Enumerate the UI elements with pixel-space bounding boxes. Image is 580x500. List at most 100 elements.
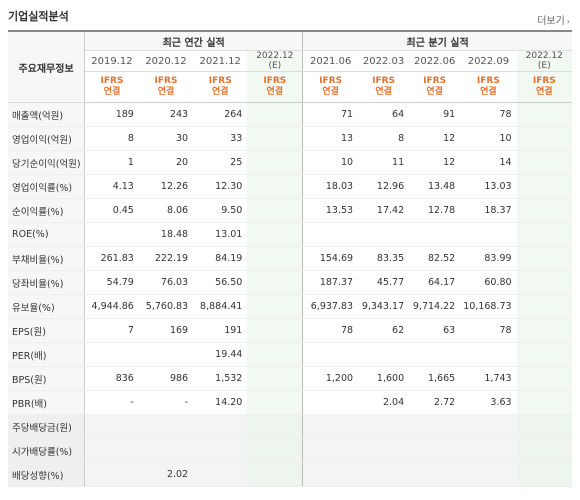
- table-cell: 9.50: [193, 198, 248, 223]
- period-header: 2022.06: [409, 50, 461, 72]
- table-cell: [460, 342, 517, 367]
- period-header: 2022.12 (E): [247, 50, 303, 72]
- table-cell: [516, 462, 572, 487]
- table-cell: 20: [138, 150, 194, 175]
- ifrs-basis: IFRS 연결: [516, 71, 572, 103]
- table-cell: 10: [460, 126, 517, 151]
- period-header: 2021.06: [302, 50, 359, 72]
- table-cell: 7: [84, 318, 139, 343]
- chevron-right-icon: ›: [566, 17, 570, 26]
- ifrs-label: IFRS: [423, 76, 447, 86]
- row-label: 영업이익률(%): [8, 174, 86, 199]
- table-row: 영업이익(억원) 8 30 33 13 8 12 10: [8, 126, 572, 151]
- table-row: PBR(배) - -14.20 2.04 2.72 3.63: [8, 390, 572, 415]
- table-cell: 78: [302, 318, 359, 343]
- ifrs-basis: IFRS 연결: [247, 71, 303, 103]
- table-cell: [247, 102, 303, 127]
- table-cell: 18.03: [302, 174, 359, 199]
- ifrs-basis: IFRS 연결: [84, 71, 139, 103]
- table-cell: [516, 246, 572, 271]
- period-label: 2022.06: [413, 55, 456, 67]
- basis-label: 연결: [426, 87, 443, 97]
- table-cell: 13.01: [193, 222, 248, 247]
- table-cell: [247, 366, 303, 391]
- section-title: 기업실적분석: [8, 10, 69, 23]
- table-row: BPS(원) 836 986 1,532 1,200 1,600 1,665 1,743: [8, 366, 572, 391]
- table-cell: [516, 222, 572, 247]
- table-cell: [247, 318, 303, 343]
- table-cell: [138, 438, 194, 463]
- period-header: 2020.12: [138, 50, 194, 72]
- table-cell: 12: [409, 150, 461, 175]
- row-label: 영업이익(억원): [8, 126, 86, 151]
- table-row: 유보율(%) 4,944.86 5,760.83 8,884.41 6,937.83 9,…: [8, 294, 572, 319]
- row-label: PER(배): [8, 342, 86, 367]
- row-label: BPS(원): [8, 366, 86, 391]
- table-cell: [302, 438, 359, 463]
- table-row: PER(배) 19.44: [8, 342, 572, 367]
- row-label: 매출액(억원): [8, 102, 86, 127]
- table-cell: 264: [193, 102, 248, 127]
- period-header: 2021.12: [193, 50, 248, 72]
- table-cell: 64: [358, 102, 410, 127]
- table-cell: 18.37: [460, 198, 517, 223]
- table-cell: 12.26: [138, 174, 194, 199]
- table-cell: 8.06: [138, 198, 194, 223]
- period-header: 2019.12: [84, 50, 139, 72]
- table-row: 영업이익률(%) 4.13 12.26 12.30 18.03 12.96 13.48 13.…: [8, 174, 572, 199]
- table-row: 배당성향(%) 2.02: [8, 462, 572, 487]
- table-cell: 1,600: [358, 366, 410, 391]
- estimate-mark: (E): [268, 61, 282, 71]
- table-cell: [516, 438, 572, 463]
- table-cell: [138, 342, 194, 367]
- table-cell: [358, 462, 410, 487]
- table-cell: [358, 222, 410, 247]
- table-row: 순이익률(%) 0.45 8.06 9.50 13.53 17.42 12.78 18.37: [8, 198, 572, 223]
- ifrs-label: IFRS: [372, 76, 396, 86]
- table-cell: [460, 462, 517, 487]
- table-cell: [302, 414, 359, 439]
- table-cell: [516, 174, 572, 199]
- table-cell: [516, 198, 572, 223]
- table-cell: [247, 198, 303, 223]
- table-cell: 78: [460, 102, 517, 127]
- table-cell: [247, 174, 303, 199]
- basis-label: 연결: [266, 87, 284, 97]
- table-cell: [409, 438, 461, 463]
- table-cell: 222.19: [138, 246, 194, 271]
- table-cell: 8: [358, 126, 410, 151]
- period-label: 2021.06: [309, 55, 352, 67]
- table-cell: [302, 390, 359, 415]
- table-cell: 1,665: [409, 366, 461, 391]
- table-cell: [516, 318, 572, 343]
- period-header: 2022.03: [358, 50, 410, 72]
- table-cell: [247, 438, 303, 463]
- table-cell: [409, 414, 461, 439]
- table-cell: 76.03: [138, 270, 194, 295]
- table-cell: 1,200: [302, 366, 359, 391]
- basis-label: 연결: [536, 87, 553, 97]
- estimate-mark: (E): [537, 61, 551, 71]
- row-label: 순이익률(%): [8, 198, 86, 223]
- table-cell: 6,937.83: [302, 294, 359, 319]
- table-cell: [460, 438, 517, 463]
- table-cell: 187.37: [302, 270, 359, 295]
- table-cell: [358, 438, 410, 463]
- table-cell: [247, 414, 303, 439]
- table-cell: 1,743: [460, 366, 517, 391]
- more-link[interactable]: 더보기 ›: [537, 12, 570, 27]
- table-cell: [409, 342, 461, 367]
- table-cell: 9,714.22: [409, 294, 461, 319]
- table-cell: 5,760.83: [138, 294, 194, 319]
- table-cell: 56.50: [193, 270, 248, 295]
- table-cell: [358, 342, 410, 367]
- table-cell: 261.83: [84, 246, 139, 271]
- table-cell: 2.02: [138, 462, 194, 487]
- table-row: 매출액(억원) 189 243 264 71 64 91 78: [8, 102, 572, 127]
- table-cell: [84, 342, 139, 367]
- table-cell: 30: [138, 126, 194, 151]
- period-header: 2022.12 (E): [516, 50, 572, 72]
- group-annual: 최근 연간 실적: [84, 30, 303, 51]
- table-cell: 83.99: [460, 246, 517, 271]
- ifrs-label: IFRS: [208, 76, 232, 86]
